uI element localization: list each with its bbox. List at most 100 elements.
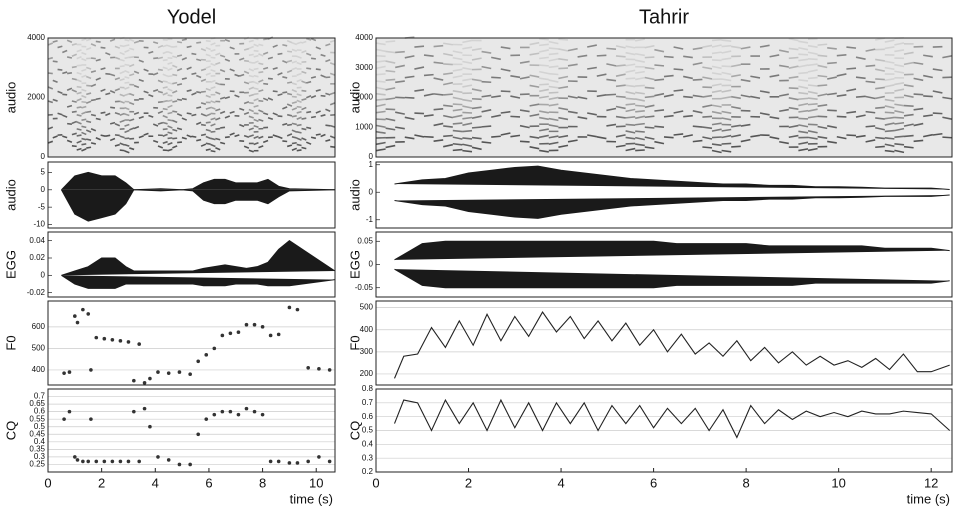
spectrogram-texture (731, 134, 741, 138)
spectrogram-texture (119, 65, 125, 68)
spectrogram-texture (90, 83, 97, 88)
spectrogram-texture (788, 96, 799, 101)
waveform-envelope (394, 240, 950, 261)
spectrogram-texture (305, 95, 312, 99)
spectrogram-texture (807, 115, 818, 119)
spectrogram-texture (315, 46, 321, 50)
spectrogram-texture (210, 62, 216, 67)
spectrogram-texture (253, 43, 259, 48)
spectrogram-texture (375, 65, 386, 70)
spectrogram-texture (320, 94, 326, 98)
spectrogram-texture (711, 51, 722, 55)
spectrogram-texture (788, 65, 799, 69)
spectrogram-texture (181, 56, 188, 61)
spectrogram-texture (548, 65, 559, 69)
spectrogram-texture (452, 142, 463, 146)
spectrogram-texture (471, 88, 482, 92)
spectrogram-texture (210, 79, 216, 84)
spectrogram-texture (186, 89, 192, 92)
spectrogram-texture (894, 63, 905, 68)
spectrogram-texture (471, 106, 482, 110)
spectrogram-texture (263, 66, 269, 70)
spectrogram-texture (731, 45, 741, 49)
spectrogram-texture (577, 54, 588, 58)
spectrogram-texture (191, 135, 197, 138)
spectrogram-texture (191, 92, 197, 96)
spectrogram-texture (253, 81, 259, 85)
y-tick-label: 500 (360, 303, 374, 312)
spectrogram-texture (172, 55, 178, 59)
spectrogram-texture (654, 140, 665, 145)
spectrogram-texture (558, 116, 569, 121)
spectrogram-texture (865, 64, 876, 68)
spectrogram-texture (157, 121, 164, 125)
spectrogram-texture (57, 112, 63, 116)
spectrogram-texture (71, 77, 77, 81)
data-point (260, 412, 265, 417)
spectrogram-texture (798, 40, 809, 44)
spectrogram-texture (942, 136, 953, 139)
spectrogram-texture (85, 75, 92, 80)
spectrogram-texture (210, 117, 216, 121)
spectrogram-texture (663, 74, 674, 78)
spectrogram-texture (558, 75, 569, 80)
spectrogram-texture (205, 39, 211, 43)
spectrogram-texture (152, 139, 159, 144)
spectrogram-texture (215, 127, 221, 130)
spectrogram-texture (86, 92, 92, 96)
spectrogram-texture (196, 106, 202, 109)
spectrogram-texture (673, 89, 684, 92)
spectrogram-texture (894, 70, 905, 74)
spectrogram-texture (286, 39, 293, 44)
spectrogram-texture (481, 141, 492, 144)
spectrogram-texture (210, 106, 216, 110)
spectrogram-texture (673, 68, 684, 71)
spectrogram-texture (157, 90, 164, 94)
spectrogram-texture (644, 95, 655, 99)
spectrogram-texture (172, 73, 178, 77)
spectrogram-texture (229, 68, 235, 72)
spectrogram-texture (529, 52, 540, 56)
spectrogram-texture (375, 141, 386, 146)
spectrogram-texture (625, 115, 636, 119)
spectrogram-texture (865, 139, 876, 143)
spectrogram-texture (47, 126, 54, 130)
spectrogram-texture (167, 137, 173, 140)
spectrogram-texture (258, 89, 264, 93)
spectrogram-texture (215, 52, 221, 56)
spectrogram-texture (769, 74, 780, 78)
spectrogram-texture (721, 134, 732, 139)
waveform-envelope (394, 165, 950, 190)
spectrogram-texture (291, 41, 298, 46)
spectrogram-texture (133, 40, 140, 44)
data-point (212, 412, 217, 417)
spectrogram-texture (558, 38, 569, 41)
spectrogram-texture (76, 56, 82, 60)
spectrogram-texture (519, 109, 530, 113)
spectrogram-texture (644, 115, 655, 119)
spectrogram-texture (200, 48, 207, 52)
spectrogram-texture (76, 106, 82, 109)
spectrogram-texture (100, 46, 106, 49)
spectrogram-texture (798, 79, 809, 82)
spectrogram-texture (567, 95, 578, 99)
data-point (110, 337, 115, 342)
spectrogram-texture (220, 126, 226, 129)
spectrogram-texture (884, 66, 895, 71)
spectrogram-texture (286, 69, 293, 74)
spectrogram-texture (625, 108, 636, 113)
data-point (244, 406, 249, 411)
spectrogram-texture (210, 56, 216, 59)
spectrogram-texture (196, 58, 202, 62)
spectrogram-texture (263, 38, 269, 41)
spectrogram-texture (176, 54, 183, 57)
spectrogram-texture (119, 58, 125, 62)
spectrogram-texture (100, 67, 106, 71)
spectrogram-texture (301, 80, 307, 84)
spectrogram-texture (462, 116, 473, 120)
spectrogram-texture (248, 108, 254, 113)
spectrogram-texture (81, 74, 87, 78)
spectrogram-texture (740, 94, 751, 98)
spectrogram-texture (129, 73, 135, 77)
spectrogram-texture (124, 39, 130, 42)
